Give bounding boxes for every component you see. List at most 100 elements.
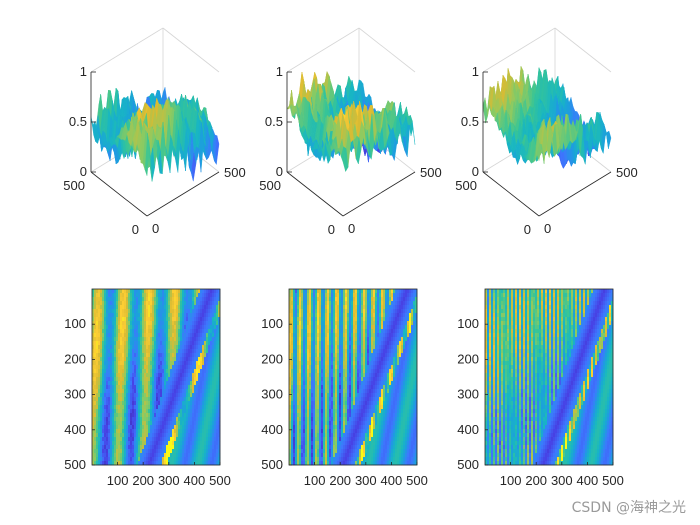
heatmap-cell bbox=[184, 409, 187, 414]
heatmap-cell bbox=[104, 433, 107, 438]
heatmap-cell bbox=[112, 409, 115, 414]
heatmap-cell bbox=[200, 297, 203, 302]
heatmap-cell bbox=[136, 373, 139, 378]
heatmap-cell bbox=[190, 325, 193, 330]
heatmap-cell bbox=[180, 369, 183, 374]
heatmap-cell bbox=[144, 433, 147, 438]
heatmap-cell bbox=[96, 345, 99, 350]
heatmap-cell bbox=[110, 313, 113, 318]
heatmap-cell bbox=[154, 365, 157, 370]
heatmap-cell bbox=[166, 373, 169, 378]
heatmap-cell bbox=[168, 393, 171, 398]
heatmap-cell bbox=[208, 337, 211, 342]
heatmap-cell bbox=[216, 293, 219, 298]
heatmap-cell bbox=[168, 385, 171, 390]
heatmap-cell bbox=[212, 369, 215, 374]
heatmap-cell bbox=[114, 433, 117, 438]
heatmap-cell bbox=[196, 437, 199, 442]
heatmap-cell bbox=[170, 389, 173, 394]
heatmap-cell bbox=[208, 301, 211, 306]
heatmap-cell bbox=[122, 445, 125, 450]
heatmap-cell bbox=[208, 377, 211, 382]
heatmap-cell bbox=[194, 329, 197, 334]
heatmap-cell bbox=[172, 341, 175, 346]
heatmap-cell bbox=[174, 405, 177, 410]
heatmap-cell bbox=[152, 297, 155, 302]
heatmap-cell bbox=[126, 337, 129, 342]
heatmap-cell bbox=[208, 393, 211, 398]
heatmap-cell bbox=[162, 329, 165, 334]
heatmap-cell bbox=[152, 421, 155, 426]
heatmap-cell bbox=[186, 441, 189, 446]
heatmap-cell bbox=[98, 313, 101, 318]
heatmap-cell bbox=[122, 345, 125, 350]
heatmap-cell bbox=[124, 373, 127, 378]
heatmap-cell bbox=[116, 313, 119, 318]
heatmap-cell bbox=[118, 345, 121, 350]
heatmap-cell bbox=[150, 393, 153, 398]
heatmap-cell bbox=[186, 373, 189, 378]
x-axis-line bbox=[146, 171, 220, 217]
y-tick-label: 0 bbox=[328, 222, 335, 237]
heatmap-cell bbox=[138, 341, 141, 346]
heatmap-cell bbox=[110, 437, 113, 442]
heatmap-cell bbox=[118, 421, 121, 426]
heatmap-cell bbox=[116, 369, 119, 374]
heatmap-cell bbox=[164, 317, 167, 322]
heatmap-cell bbox=[116, 341, 119, 346]
heatmap-cell bbox=[176, 361, 179, 366]
heatmap-cell bbox=[184, 341, 187, 346]
heatmap-cell bbox=[170, 297, 173, 302]
heatmap-cell bbox=[124, 405, 127, 410]
heatmap-cell bbox=[112, 393, 115, 398]
heatmap-cell bbox=[190, 389, 193, 394]
heatmap-cell bbox=[142, 373, 145, 378]
heatmap-cell bbox=[108, 317, 111, 322]
heatmap-cell bbox=[102, 321, 105, 326]
heatmap-cell bbox=[160, 317, 163, 322]
heatmap-cell bbox=[178, 309, 181, 314]
heatmap-cell bbox=[114, 405, 117, 410]
heatmap-cell bbox=[216, 373, 219, 378]
heatmap-cell bbox=[156, 369, 159, 374]
heatmap-cell bbox=[160, 289, 163, 294]
heatmap-cell bbox=[148, 337, 151, 342]
heatmap-cell bbox=[144, 317, 147, 322]
heatmap-cell bbox=[168, 313, 171, 318]
heatmap-cell bbox=[172, 429, 175, 434]
heatmap-cell bbox=[110, 349, 113, 354]
heatmap-cell bbox=[100, 377, 103, 382]
heatmap-cell bbox=[152, 361, 155, 366]
heatmap-cell bbox=[204, 313, 207, 318]
heatmap-cell bbox=[110, 361, 113, 366]
heatmap-cell bbox=[206, 341, 209, 346]
heatmap-cell bbox=[212, 309, 215, 314]
heatmap-cell bbox=[102, 353, 105, 358]
heatmap-cell bbox=[172, 329, 175, 334]
heatmap-cell bbox=[106, 313, 109, 318]
heatmap-cell bbox=[106, 341, 109, 346]
heatmap-cell bbox=[142, 393, 145, 398]
heatmap-cell bbox=[182, 345, 185, 350]
heatmap-cell bbox=[126, 317, 129, 322]
heatmap-cell bbox=[162, 317, 165, 322]
heatmap-cell bbox=[194, 357, 197, 362]
heatmap-cell bbox=[208, 321, 211, 326]
heatmap-cell bbox=[134, 313, 137, 318]
heatmap-cell bbox=[120, 309, 123, 314]
heatmap-cell bbox=[178, 329, 181, 334]
heatmap-cell bbox=[208, 353, 211, 358]
heatmap-cell bbox=[102, 373, 105, 378]
heatmap-cell bbox=[108, 337, 111, 342]
heatmap-cell bbox=[106, 405, 109, 410]
heatmap-cell bbox=[158, 353, 161, 358]
heatmap-cell bbox=[116, 421, 119, 426]
heatmap-cell bbox=[128, 449, 131, 454]
heatmap-cell bbox=[164, 349, 167, 354]
heatmap-cell bbox=[156, 309, 159, 314]
heatmap-cell bbox=[148, 357, 151, 362]
heatmap-cell bbox=[206, 361, 209, 366]
heatmap-cell bbox=[102, 305, 105, 310]
heatmap-cell bbox=[132, 337, 135, 342]
heatmap-cell bbox=[100, 309, 103, 314]
